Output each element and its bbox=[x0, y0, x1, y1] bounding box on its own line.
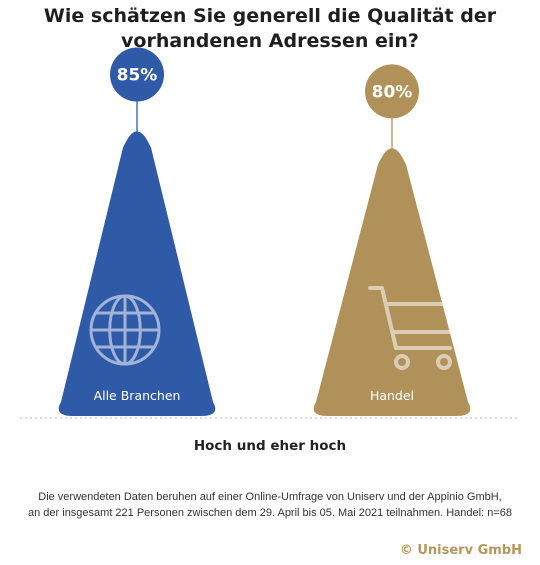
category-label-handel: Handel bbox=[370, 388, 414, 403]
footnote: Die verwendeten Daten beruhen auf einer … bbox=[0, 489, 540, 521]
chart-title-line-2: vorhandenen Adressen ein? bbox=[121, 30, 419, 52]
chart-title: Wie schätzen Sie generell die Qualität d… bbox=[0, 4, 540, 54]
globe-icon bbox=[89, 294, 161, 366]
chart-area: Alle Branchen 85% Handel 80% bbox=[20, 47, 520, 419]
value-label-alle-branchen: 85% bbox=[117, 66, 158, 86]
footnote-line-2: an der insgesamt 221 Personen zwischen d… bbox=[28, 507, 512, 519]
footnote-line-1: Die verwendeten Daten beruhen auf einer … bbox=[38, 491, 502, 503]
copyright-notice: © Uniserv GmbH bbox=[399, 543, 522, 558]
chart-title-line-1: Wie schätzen Sie generell die Qualität d… bbox=[43, 5, 497, 27]
x-axis-label: Hoch und eher hoch bbox=[193, 438, 347, 454]
value-bubble-handel bbox=[365, 64, 419, 119]
bar-handel bbox=[313, 148, 471, 416]
shopping-cart-icon bbox=[368, 286, 464, 370]
value-bubble-alle-branchen bbox=[110, 47, 164, 102]
bar-alle-branchen bbox=[58, 131, 216, 417]
value-label-handel: 80% bbox=[372, 82, 413, 102]
category-label-alle-branchen: Alle Branchen bbox=[94, 388, 181, 403]
